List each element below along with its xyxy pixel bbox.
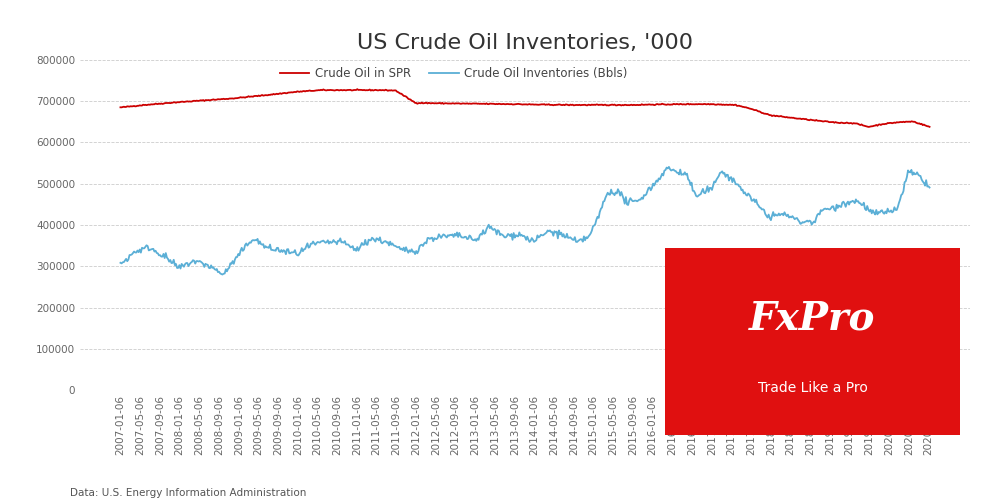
Legend: Crude Oil in SPR, Crude Oil Inventories (Bbls): Crude Oil in SPR, Crude Oil Inventories … [275, 62, 633, 85]
Line: Crude Oil Inventories (Bbls): Crude Oil Inventories (Bbls) [120, 167, 930, 274]
Title: US Crude Oil Inventories, '000: US Crude Oil Inventories, '000 [357, 33, 693, 53]
Text: Data: U.S. Energy Information Administration: Data: U.S. Energy Information Administra… [70, 488, 306, 498]
Text: Trade Like a Pro: Trade Like a Pro [758, 381, 867, 395]
Line: Crude Oil in SPR: Crude Oil in SPR [120, 89, 930, 127]
Text: FxPro: FxPro [749, 300, 876, 338]
